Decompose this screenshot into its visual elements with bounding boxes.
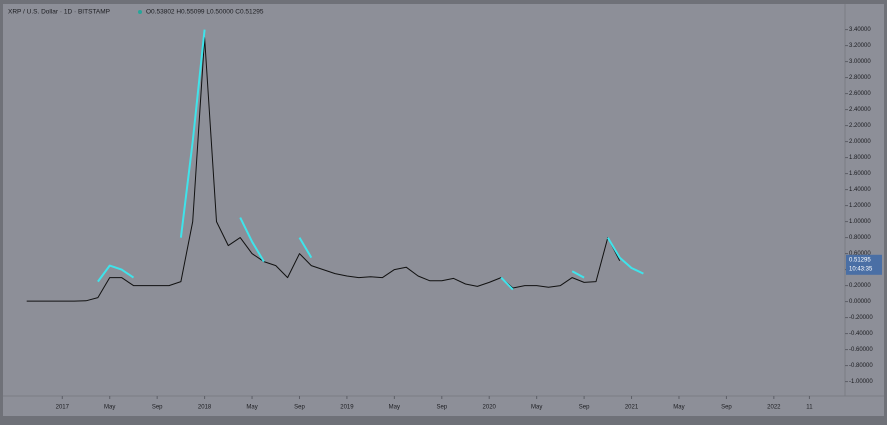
y-tick-label: 2.20000 [849, 123, 871, 129]
y-tick-label: -0.20000 [849, 315, 873, 321]
y-tick-label: 0.20000 [849, 283, 871, 289]
y-tick-label: 1.40000 [849, 187, 871, 193]
x-tick-label: 2019 [340, 405, 354, 411]
y-tick-label: 1.00000 [849, 219, 871, 225]
y-tick-label: 3.00000 [849, 59, 871, 65]
y-tick-label: -0.60000 [849, 347, 873, 353]
price-line [97, 29, 644, 291]
y-tick-label: 3.40000 [849, 27, 871, 33]
x-tick-label: May [246, 405, 257, 411]
y-tick-label: 0.00000 [849, 299, 871, 305]
y-tick-label: 2.60000 [849, 91, 871, 97]
x-tick-label: 2021 [625, 405, 639, 411]
y-tick-label: 3.20000 [849, 43, 871, 49]
countdown: 10:43:35 [849, 266, 873, 272]
chart-title: XRP / U.S. Dollar · 1D · BITSTAMP [8, 9, 110, 16]
y-tick-label: -0.80000 [849, 363, 873, 369]
x-tick-label: Sep [294, 405, 305, 411]
x-tick-label: May [673, 405, 684, 411]
x-tick-label: May [389, 405, 400, 411]
x-tick-label: Sep [579, 405, 590, 411]
x-tick-label: 2018 [198, 405, 212, 411]
x-tick-label: 11 [806, 405, 813, 411]
chart-background [3, 4, 884, 416]
x-tick-label: 2017 [56, 405, 70, 411]
y-tick-label: 2.80000 [849, 75, 871, 81]
y-tick-label: 1.80000 [849, 155, 871, 161]
y-tick-label: 1.20000 [849, 203, 871, 209]
price-line [26, 37, 621, 302]
x-tick-label: Sep [721, 405, 732, 411]
y-tick-label: 2.40000 [849, 107, 871, 113]
y-tick-label: -1.00000 [849, 379, 873, 385]
x-tick-label: 2020 [483, 405, 497, 411]
x-tick-label: May [531, 405, 542, 411]
y-tick-label: 1.60000 [849, 171, 871, 177]
x-tick-label: Sep [436, 405, 447, 411]
y-tick-label: 2.00000 [849, 139, 871, 145]
y-tick-label: 0.80000 [849, 235, 871, 241]
x-tick-label: 2022 [767, 405, 781, 411]
y-tick-label: 0.60000 [849, 251, 871, 257]
status-dot [138, 10, 142, 14]
x-tick-label: May [104, 405, 115, 411]
x-tick-label: Sep [152, 405, 163, 411]
last-price: 0.51295 [849, 257, 871, 263]
price-badge [846, 254, 882, 275]
ohlc: O0.53802 H0.55099 L0.50000 C0.51295 [146, 9, 264, 16]
y-tick-label: -0.40000 [849, 331, 873, 337]
